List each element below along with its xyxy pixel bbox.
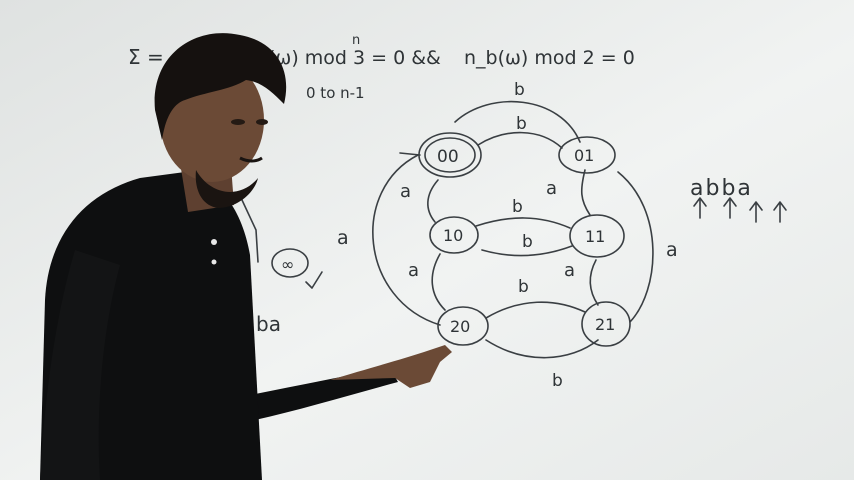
formula-mod2: n_b(ω) mod 2 = 0 bbox=[464, 47, 635, 69]
state-00-inner bbox=[424, 137, 476, 173]
state-11 bbox=[569, 214, 625, 258]
label-b-10-11: b bbox=[512, 197, 523, 217]
state-21-label: 21 bbox=[595, 315, 615, 334]
state-21 bbox=[581, 301, 631, 347]
dfa-edge-labels: b b a a b b a a b b a a bbox=[337, 80, 678, 391]
start-arrow bbox=[399, 152, 421, 156]
edge-a-01-11 bbox=[580, 169, 591, 216]
label-a-21-01: a bbox=[666, 239, 678, 261]
state-10 bbox=[429, 216, 479, 254]
presenter-beard bbox=[195, 170, 258, 208]
edge-a-11-21 bbox=[589, 259, 599, 306]
range-note: 0 to n-1 bbox=[306, 84, 365, 102]
partial-left-diagram: ∞ ba bbox=[237, 199, 323, 336]
label-b-21-20: b bbox=[552, 371, 563, 391]
label-a-01-11: a bbox=[546, 178, 557, 199]
state-01-label: 01 bbox=[574, 146, 594, 165]
edge-b-20-21 bbox=[485, 301, 586, 319]
label-b-11-10: b bbox=[522, 232, 533, 252]
edge-b-00-01 bbox=[477, 131, 563, 149]
example-string: abba bbox=[690, 176, 753, 201]
edge-b-10-11 bbox=[475, 217, 571, 229]
edge-a-00-10 bbox=[427, 179, 439, 223]
pointer-arrows bbox=[693, 197, 787, 223]
presenter bbox=[40, 33, 452, 480]
label-b-20-21: b bbox=[518, 277, 529, 297]
shirt-button bbox=[211, 239, 217, 245]
formula-superscript: n bbox=[352, 33, 360, 48]
state-00-label: 00 bbox=[437, 147, 459, 167]
state-20 bbox=[437, 306, 489, 346]
label-b-00-01: b bbox=[516, 114, 527, 134]
partial-left-text: ba bbox=[256, 312, 281, 336]
edge-b-11-10 bbox=[481, 245, 573, 257]
label-a-11-21: a bbox=[564, 260, 575, 281]
label-b-top: b bbox=[514, 80, 525, 100]
presenter-hair bbox=[154, 33, 287, 140]
dfa-states: 00 01 10 11 20 21 bbox=[418, 132, 631, 347]
label-a-00-10: a bbox=[400, 181, 411, 202]
formula-sigma: Σ = bbox=[128, 45, 164, 69]
label-a-10-20: a bbox=[408, 260, 419, 281]
edge-a-10-20 bbox=[431, 253, 446, 311]
state-11-label: 11 bbox=[585, 227, 605, 246]
edge-b-21-20 bbox=[485, 339, 599, 359]
edge-a-21-01 bbox=[617, 171, 654, 323]
state-01 bbox=[558, 136, 616, 174]
presenter-hand bbox=[330, 345, 452, 388]
presenter-arm-sleeve bbox=[250, 368, 398, 420]
label-a-20-00: a bbox=[337, 227, 349, 249]
dfa-edges bbox=[372, 100, 654, 359]
state-10-label: 10 bbox=[443, 226, 463, 245]
edge-a-20-00 bbox=[372, 154, 441, 326]
state-20-label: 20 bbox=[450, 317, 470, 336]
partial-left-state: ∞ bbox=[281, 255, 294, 274]
formula-mod3: (ω) mod 3 = 0 && bbox=[268, 47, 441, 69]
state-00-outer bbox=[418, 132, 482, 178]
edge-b-top-back bbox=[454, 100, 581, 143]
